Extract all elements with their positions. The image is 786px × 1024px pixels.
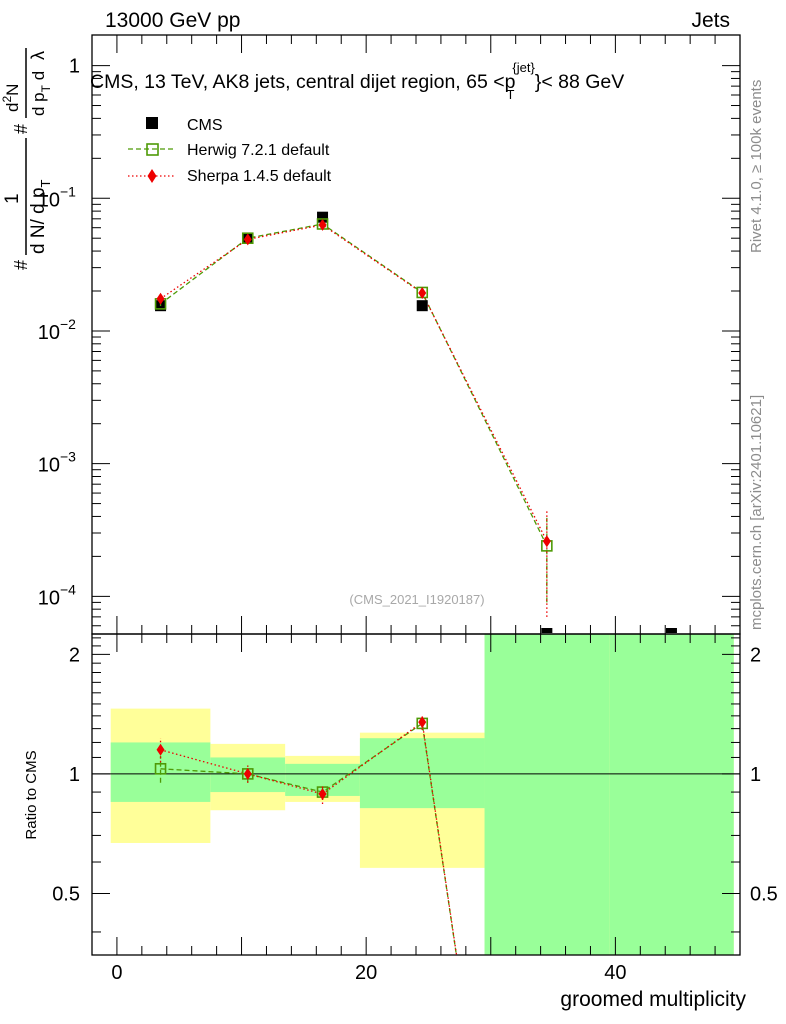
y-tick-label-ratio-left: 1 [69,764,80,786]
cms-point [416,300,428,312]
side-label-bottom: mcplots.cern.ch [arXiv:2401.10621] [748,395,765,630]
ratio-uncertainty-bands [110,634,734,955]
side-label-top: Rivet 4.1.0, ≥ 100k events [748,80,765,253]
y-tick-label-ratio-left: 0.5 [52,883,80,905]
y-tick-label-main: 1 [69,56,80,78]
sherpa-point-main [418,287,427,300]
y-tick-label-ratio-right: 0.5 [750,883,778,905]
ylabel-frac1-den: d N/ d pT [28,179,53,254]
herwig-line-main [160,223,548,547]
sherpa-point-ratio [156,743,165,756]
x-tick-label: 0 [111,962,122,984]
series-markers [154,211,677,804]
y-tick-label-ratio-left: 2 [69,644,80,666]
y-axis-label-ratio: Ratio to CMS [23,750,40,839]
x-tick-label: 20 [355,962,377,984]
y-tick-label-main: 10 [38,587,60,609]
y-tick-label-main-exp: −1 [60,183,76,199]
band-inner-5 [609,634,734,955]
y-axis-label-main: # 1 d N/ d pT # d2N d pT d λ [0,48,53,270]
sherpa-point-ratio [418,716,427,729]
herwig-point-ratio [154,762,167,775]
ylabel-prefix: # [11,260,31,270]
x-axis-label: groomed multiplicity [560,988,746,1011]
sherpa-line-ratio [160,720,458,956]
legend-sherpa-marker [147,169,157,183]
ylabel-frac2-num: d2N [0,84,22,112]
sherpa-point-main [542,535,551,548]
y-tick-label-main-exp: −3 [60,449,76,465]
y-tick-label-ratio-right: 2 [750,644,761,666]
ylabel-mid: # [11,124,31,134]
x-tick-label: 40 [604,962,626,984]
sherpa-point-ratio [243,767,252,780]
y-tick-label-main: 10 [38,322,60,344]
y-tick-label-ratio-right: 1 [750,764,761,786]
y-tick-label-main-exp: −4 [60,581,76,597]
sherpa-point-main [318,218,327,231]
sherpa-point-ratio [318,787,327,800]
legend-cms-label: CMS [187,117,223,134]
legend-herwig-marker [146,143,159,156]
y-tick-label-main: 10 [38,189,60,211]
sherpa-line-main [160,224,548,542]
cms-point [541,628,553,633]
legend-cms-marker [146,117,158,129]
y-tick-label-main-exp: −2 [60,316,76,332]
header-right: Jets [691,9,730,32]
y-tick-label-main: 10 [38,455,60,477]
band-inner-4 [484,634,610,955]
legend-sherpa-label: Sherpa 1.4.5 default [187,168,332,185]
ylabel-lambda: λ [28,51,48,60]
sherpa-point-main [243,233,252,246]
legend: CMS Herwig 7.2.1 default Sherpa 1.4.5 de… [128,117,332,185]
reference-label: (CMS_2021_I1920187) [349,592,484,607]
cms-point [317,211,329,223]
sherpa-point-main [156,292,165,305]
chart-title: CMS, 13 TeV, AK8 jets, central dijet reg… [90,60,624,102]
cms-point [665,628,677,633]
ylabel-frac1-num: 1 [2,193,23,204]
band-inner-3 [359,738,485,809]
header-left: 13000 GeV pp [105,9,240,32]
ylabel-frac2-den: d pT d [29,71,53,116]
legend-herwig-label: Herwig 7.2.1 default [187,142,330,159]
